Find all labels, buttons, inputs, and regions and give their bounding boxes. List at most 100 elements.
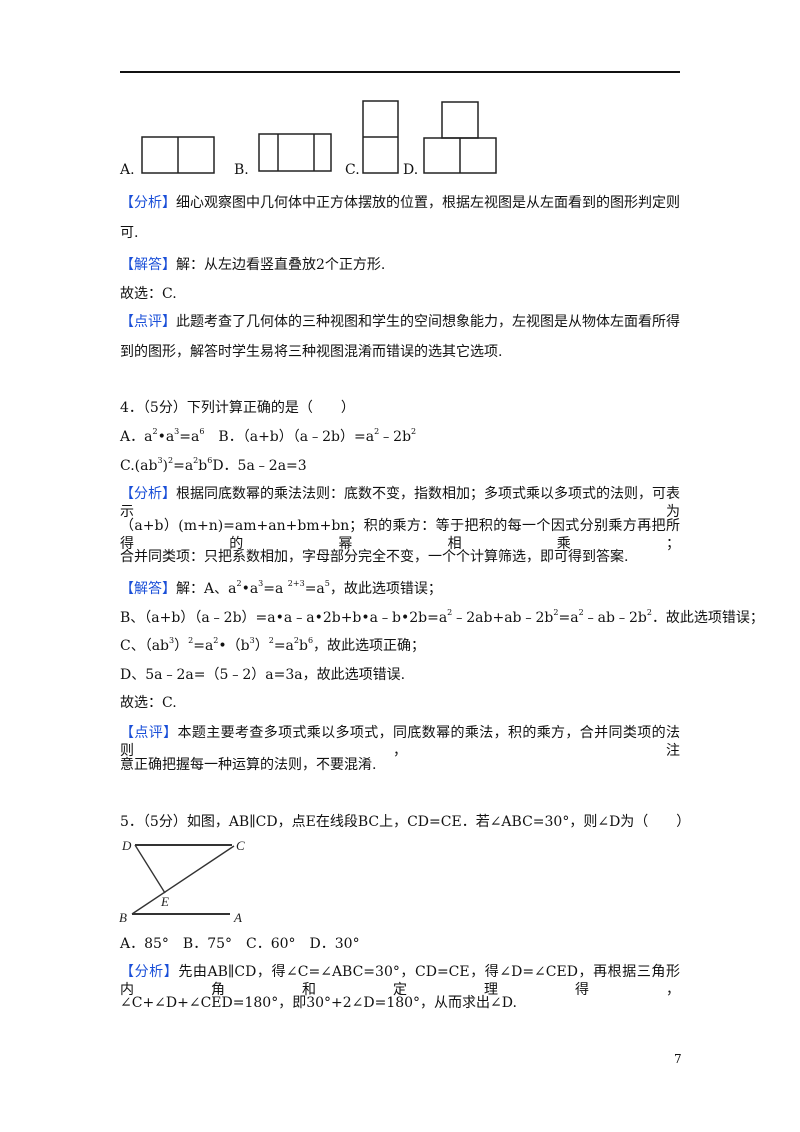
text-segment: 解：A、a <box>176 581 237 597</box>
text-line: 【点评】此题考查了几何体的三种视图和学生的空间想象能力，左视图是从物体左面看所得 <box>120 313 680 331</box>
text-segment: C.(ab <box>120 458 158 474</box>
text-segment: ﹣ab﹣2b <box>583 610 647 626</box>
superscript: 5 <box>324 579 330 588</box>
superscript: 3 <box>258 579 264 588</box>
superscript: 2 <box>578 608 584 617</box>
text-segment: A．85° B．75° C．60° D．30° <box>120 936 360 952</box>
superscript: 2 <box>268 636 274 645</box>
option-b-label: B. <box>234 162 249 178</box>
label-e: E <box>160 894 169 909</box>
text-segment: b <box>198 458 208 474</box>
text-segment: B、（a+b）（a﹣2b）=a•a﹣a•2b+b•a﹣b•2b=a <box>120 610 448 626</box>
text-line: 【分析】细心观察图中几何体中正方体摆放的位置，根据左视图是从左面看到的图形判定则 <box>120 194 680 212</box>
text-line: 可. <box>120 224 138 242</box>
text-line: D、5a﹣2a=（5﹣2）a=3a，故此选项错误. <box>120 666 405 684</box>
text-segment: ．故此选项错误； <box>651 610 764 626</box>
text-line: （a+b）(m+n)=am+an+bm+bn；积的乘方：等于把积的每一个因式分别… <box>120 517 680 553</box>
text-segment: =a <box>273 638 294 654</box>
text-segment: ) <box>162 458 168 474</box>
text-line: 【解答】解：A、a2•a3=a 2+3=a5，故此选项错误； <box>120 580 442 598</box>
superscript: 3 <box>169 636 175 645</box>
text-segment: b <box>298 638 308 654</box>
text-segment: 故选：C. <box>120 286 177 302</box>
section-tag: 【分析】 <box>120 486 176 502</box>
text-segment: •（b <box>218 638 250 654</box>
text-line: 5．（5分）如图，AB∥CD，点E在线段BC上，CD=CE．若∠ABC=30°，… <box>120 813 690 831</box>
text-segment: ∠C+∠D+∠CED=180°，即30°+2∠D=180°，从而求出∠D. <box>120 995 517 1011</box>
superscript: 2 <box>553 608 559 617</box>
text-segment: 5．（5分）如图，AB∥CD，点E在线段BC上，CD=CE．若∠ABC=30°，… <box>120 814 691 830</box>
superscript: 2 <box>213 636 219 645</box>
section-tag: 【分析】 <box>120 964 179 980</box>
segment-bc <box>131 845 235 915</box>
option-d-top-square <box>441 101 479 139</box>
text-segment: ﹣2ab+ab﹣2b <box>452 610 554 626</box>
section-tag: 【点评】 <box>120 725 178 741</box>
text-segment: 细心观察图中几何体中正方体摆放的位置，根据左视图是从左面看到的图形判定则 <box>176 195 680 211</box>
text-segment: C、（ab <box>120 638 170 654</box>
text-segment: 合并同类项：只把系数相加，字母部分完全不变，一个个计算筛选，即可得到答案. <box>120 549 629 565</box>
superscript: 2 <box>188 636 194 645</box>
text-segment: =a <box>304 581 325 597</box>
superscript: 2 <box>374 427 380 436</box>
header-rule <box>120 71 680 73</box>
page-number: 7 <box>674 1052 682 1066</box>
text-line: 合并同类项：只把系数相加，字母部分完全不变，一个个计算筛选，即可得到答案. <box>120 548 628 566</box>
superscript: 3 <box>157 456 163 465</box>
text-line: A．a2•a3=a6 B．（a+b）（a﹣2b）=a2﹣2b2 <box>120 428 416 446</box>
q5-geometry-figure <box>131 844 235 915</box>
text-segment: D、5a﹣2a=（5﹣2）a=3a，故此选项错误. <box>120 667 406 683</box>
text-line: 【分析】根据同底数幂的乘法法则：底数不变，指数相加；多项式乘以多项式的法则，可表… <box>120 485 680 521</box>
text-segment: 4．（5分）下列计算正确的是（ ） <box>120 400 355 416</box>
text-segment: =a <box>173 458 194 474</box>
option-b-figure <box>258 133 332 172</box>
superscript: 2 <box>411 427 417 436</box>
text-segment: （a+b）(m+n)=am+an+bm+bn；积的乘方：等于把积的每一个因式分别… <box>120 518 680 552</box>
superscript: 3 <box>249 636 255 645</box>
text-segment: •a <box>157 429 175 445</box>
segment-de <box>134 844 166 894</box>
text-line: A．85° B．75° C．60° D．30° <box>120 935 360 953</box>
text-segment: =a <box>263 581 288 597</box>
text-line: ∠C+∠D+∠CED=180°，即30°+2∠D=180°，从而求出∠D. <box>120 994 517 1012</box>
text-segment: ） <box>174 638 189 654</box>
text-segment: 先由AB∥CD，得∠C=∠ABC=30°，CD=CE，得∠D=∠CED，再根据三… <box>120 964 680 998</box>
text-segment: =a <box>193 638 214 654</box>
text-line: 故选：C. <box>120 285 177 303</box>
text-segment: 此题考查了几何体的三种视图和学生的空间想象能力，左视图是从物体左面看所得 <box>176 314 680 330</box>
label-d: D <box>121 838 132 853</box>
text-segment: 故选：C. <box>120 695 177 711</box>
label-b: B <box>119 910 127 925</box>
text-segment: •a <box>241 581 259 597</box>
text-line: C.(ab3)2=a2b6D．5a﹣2a=3 <box>120 457 307 475</box>
section-tag: 【点评】 <box>120 314 176 330</box>
superscript: 2 <box>168 456 174 465</box>
text-segment: ，故此选项错误； <box>329 581 442 597</box>
superscript: 2 <box>293 636 299 645</box>
superscript: 2 <box>236 579 242 588</box>
text-line: 【分析】先由AB∥CD，得∠C=∠ABC=30°，CD=CE，得∠D=∠CED，… <box>120 963 680 999</box>
option-c-label: C. <box>345 162 360 178</box>
text-segment: 本题主要考查多项式乘以多项式，同底数幂的乘法，积的乘方，合并同类项的法则，注 <box>120 725 681 759</box>
superscript: 2 <box>646 608 652 617</box>
text-segment: 到的图形，解答时学生易将三种视图混淆而错误的选其它选项. <box>120 344 503 360</box>
section-tag: 【解答】 <box>120 257 176 273</box>
q3-option-figures <box>141 100 497 174</box>
text-line: 【解答】解：从左边看竖直叠放2个正方形. <box>120 256 385 274</box>
text-line: C、（ab3）2=a2•（b3）2=a2b6，故此选项正确； <box>120 637 425 655</box>
text-line: 【点评】本题主要考查多项式乘以多项式，同底数幂的乘法，积的乘方，合并同类项的法则… <box>120 724 680 760</box>
text-line: 到的图形，解答时学生易将三种视图混淆而错误的选其它选项. <box>120 343 502 361</box>
text-segment: =a <box>558 610 579 626</box>
text-segment: 可. <box>120 225 139 241</box>
text-segment: =a <box>179 429 200 445</box>
text-line: 4．（5分）下列计算正确的是（ ） <box>120 399 355 417</box>
text-segment: ） <box>254 638 269 654</box>
text-segment: 根据同底数幂的乘法法则：底数不变，指数相加；多项式乘以多项式的法则，可表示为 <box>120 486 680 520</box>
superscript: 6 <box>307 636 314 645</box>
section-tag: 【分析】 <box>120 195 176 211</box>
text-segment: D．5a﹣2a=3 <box>212 458 307 474</box>
superscript: 6 <box>207 456 213 465</box>
superscript: 2 <box>193 456 199 465</box>
superscript: 2 <box>447 608 453 617</box>
